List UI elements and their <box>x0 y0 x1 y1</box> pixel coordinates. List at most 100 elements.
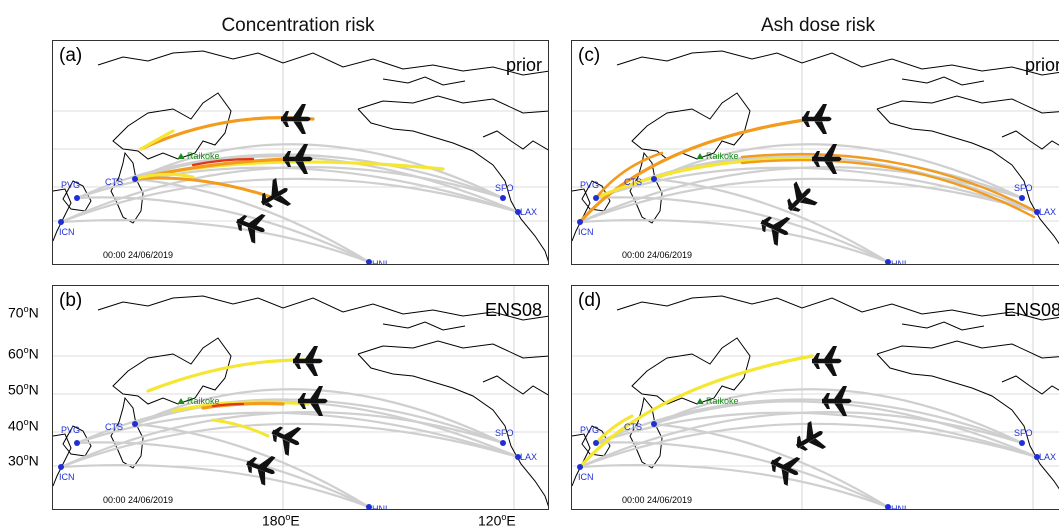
flight-route <box>134 388 504 444</box>
flight-route <box>60 177 519 224</box>
aircraft-icon <box>271 426 302 456</box>
panel-d: Raikoke PVG CTS ICN SFO LAX HNL (d) ENS08 00:0… <box>571 285 1059 510</box>
panel-label: (b) <box>59 290 83 311</box>
flight-route <box>76 196 370 263</box>
flight-route <box>60 166 504 224</box>
coastline <box>97 50 548 76</box>
risk-segment <box>146 358 315 393</box>
flight-route <box>595 441 889 508</box>
coastline <box>1001 130 1059 150</box>
risk-segment <box>594 151 664 200</box>
aircraft-icon <box>260 178 292 208</box>
coastline <box>901 321 985 331</box>
airport-label: LAX <box>520 207 537 217</box>
risk-segment <box>578 354 814 469</box>
airport-label: ICN <box>578 472 594 482</box>
panel-c: Raikoke PVG CTS ICN SFO LAX HNL (c) prior 00:0… <box>571 40 1059 265</box>
flight-route <box>579 422 1038 469</box>
airport-marker <box>58 219 64 225</box>
flight-route <box>60 422 519 469</box>
airport-marker <box>1034 209 1040 215</box>
coastline <box>112 337 232 405</box>
airport-marker <box>132 421 138 427</box>
airport-marker <box>132 176 138 182</box>
flight-route <box>76 441 370 508</box>
lat-label: 30oN <box>8 452 39 469</box>
lat-label: 40oN <box>8 417 39 434</box>
aircraft-icon <box>298 386 328 416</box>
airport-marker <box>577 219 583 225</box>
airport-marker <box>593 440 599 446</box>
aircraft-icon <box>787 181 818 212</box>
panel-tag: prior <box>1024 55 1059 75</box>
panel-label: (a) <box>59 45 83 66</box>
airport-label: LAX <box>520 452 537 462</box>
flight-route <box>653 388 1023 444</box>
airport-label: PVG <box>580 180 599 190</box>
airport-label: PVG <box>580 425 599 435</box>
airport-label: HNL <box>372 504 390 510</box>
coastline <box>357 108 548 262</box>
airport-marker <box>366 504 372 509</box>
coastline <box>357 340 548 359</box>
flight-route <box>595 398 1023 445</box>
risk-segment <box>594 414 634 445</box>
coastline <box>901 76 985 86</box>
risk-segment <box>211 418 270 438</box>
flight-route <box>60 218 370 264</box>
coastline <box>53 433 72 487</box>
panel-a: Raikoke PVG CTS ICN SFO LAX HNL (a) prior 00:0… <box>52 40 549 265</box>
panel-tag: prior <box>505 55 542 75</box>
aircraft-icon <box>236 213 266 244</box>
risk-segment <box>191 157 255 167</box>
flight-route <box>579 463 889 509</box>
lon-label: 120oE <box>478 512 516 529</box>
airport-marker <box>74 195 80 201</box>
coastline <box>110 396 144 469</box>
coastline <box>572 433 591 487</box>
airport-marker <box>885 259 891 264</box>
airport-marker <box>500 440 506 446</box>
map-canvas: Raikoke PVG CTS ICN SFO LAX HNL <box>53 286 548 510</box>
volcano-marker <box>696 153 704 159</box>
left-column-title: Concentration risk <box>221 15 375 36</box>
timestamp: 00:00 24/06/2019 <box>103 495 174 505</box>
coastline <box>616 50 1059 76</box>
volcano-label: Raikoke <box>187 151 220 161</box>
flight-route <box>60 411 504 469</box>
aircraft-icon <box>770 456 801 486</box>
airport-marker <box>366 259 372 264</box>
coastline <box>482 130 548 151</box>
lat-label: 60oN <box>8 345 39 362</box>
coastline <box>572 188 591 242</box>
flight-route <box>653 400 1038 459</box>
lat-label: 70oN <box>8 304 39 321</box>
airport-label: CTS <box>624 422 642 432</box>
map-canvas: Raikoke PVG CTS ICN SFO LAX HNL <box>53 41 548 264</box>
airport-marker <box>651 176 657 182</box>
airport-marker <box>593 195 599 201</box>
coastline <box>357 353 548 507</box>
airport-marker <box>885 504 891 509</box>
panel-tag: ENS08 <box>484 300 542 320</box>
airport-label: HNL <box>891 259 909 265</box>
flight-route <box>579 411 1023 469</box>
airport-label: SFO <box>495 183 514 193</box>
coastline <box>112 92 232 160</box>
volcano-marker <box>177 153 185 159</box>
airport-marker <box>1019 440 1025 446</box>
flight-route <box>134 143 504 199</box>
airport-label: SFO <box>1014 428 1033 438</box>
flight-route <box>653 422 889 508</box>
coastline <box>110 151 144 224</box>
panel-label: (c) <box>578 45 601 66</box>
risk-segment <box>594 157 819 200</box>
airport-marker <box>577 464 583 470</box>
coastline <box>97 295 548 321</box>
airport-label: LAX <box>1039 207 1056 217</box>
airport-label: LAX <box>1039 452 1056 462</box>
aircraft-icon <box>795 421 827 451</box>
airport-marker <box>1034 454 1040 460</box>
flight-route <box>579 177 1038 224</box>
coastline <box>876 353 1059 490</box>
